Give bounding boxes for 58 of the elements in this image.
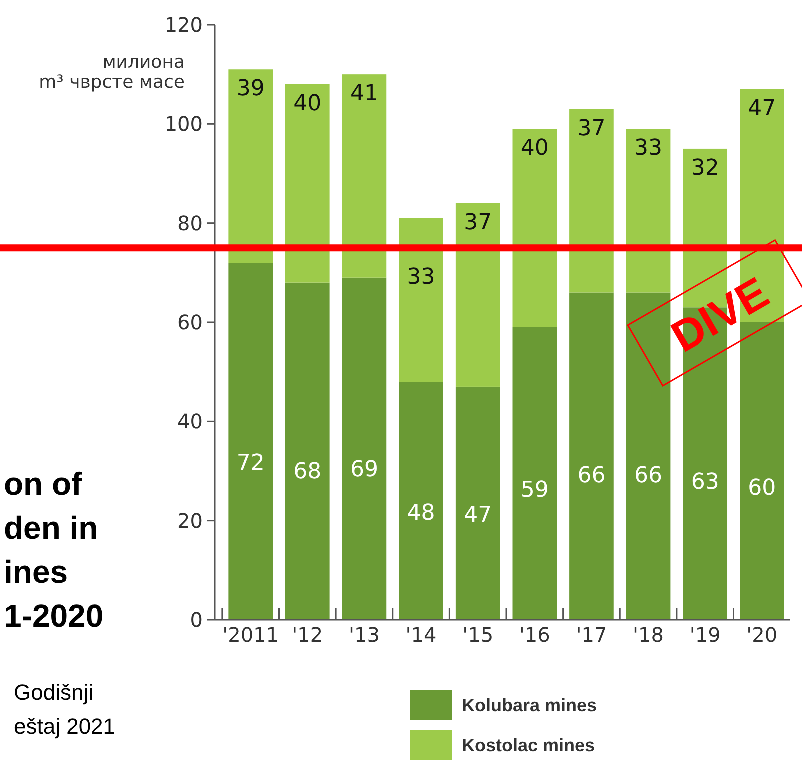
x-tick-label: '16 [519, 623, 550, 647]
bar [228, 70, 273, 263]
data-label: 69 [350, 457, 378, 482]
data-label: 37 [464, 210, 492, 236]
x-tick-label: '18 [633, 623, 664, 647]
text: on of den in ines 1-2020 [4, 466, 104, 634]
y-tick-label: 100 [164, 112, 203, 136]
text: Godišnji eštaj 2021 [14, 680, 116, 739]
bar [228, 263, 273, 620]
data-label: 66 [578, 464, 606, 489]
data-label: 66 [634, 464, 663, 489]
legend-label: Kostolac mines [462, 735, 596, 756]
legend-label: Kolubara mines [462, 695, 598, 716]
y-tick-label: 0 [190, 608, 203, 632]
bar [512, 129, 558, 328]
bar [399, 382, 444, 620]
data-label: 60 [748, 476, 776, 502]
x-tick-label: '2011 [222, 623, 280, 647]
bar [285, 84, 330, 283]
data-label: 68 [294, 459, 322, 484]
bar [342, 74, 387, 278]
y-tick-label: 40 [178, 410, 203, 434]
data-label: 39 [236, 76, 265, 102]
data-label: 33 [634, 136, 663, 162]
bar [285, 282, 330, 620]
bar [570, 109, 614, 293]
y-tick-label: 120 [164, 13, 203, 37]
data-label: 40 [294, 92, 322, 116]
bar [512, 327, 558, 620]
bar [342, 278, 387, 620]
data-label: 72 [236, 451, 265, 476]
data-label: 33 [407, 265, 436, 290]
bar [399, 218, 444, 382]
bar [456, 386, 500, 620]
x-tick-label: '20 [746, 623, 778, 647]
data-label: 40 [520, 136, 549, 162]
x-tick-label: '12 [292, 623, 324, 647]
data-label: 32 [691, 156, 720, 181]
y-tick-label: 20 [178, 508, 203, 533]
bar [626, 129, 671, 293]
x-tick-label: '17 [576, 623, 608, 647]
bar [570, 292, 614, 620]
bar [626, 292, 671, 620]
data-label: 37 [578, 116, 606, 142]
x-tick-label: '14 [406, 623, 437, 647]
x-tick-label: '15 [462, 623, 494, 647]
x-tick-label: '19 [690, 623, 721, 647]
data-label: 47 [464, 503, 492, 528]
data-label: 63 [691, 470, 720, 495]
y-tick-label: 60 [178, 310, 203, 334]
data-label: 59 [520, 478, 549, 504]
data-label: 48 [407, 501, 436, 526]
y-tick-label: 80 [178, 211, 203, 236]
data-label: 41 [350, 82, 378, 107]
data-label: 47 [748, 96, 776, 122]
x-tick-label: '13 [348, 623, 380, 647]
bar [456, 204, 500, 387]
y-axis-title: милиона m³ чврсте масе [39, 52, 185, 93]
